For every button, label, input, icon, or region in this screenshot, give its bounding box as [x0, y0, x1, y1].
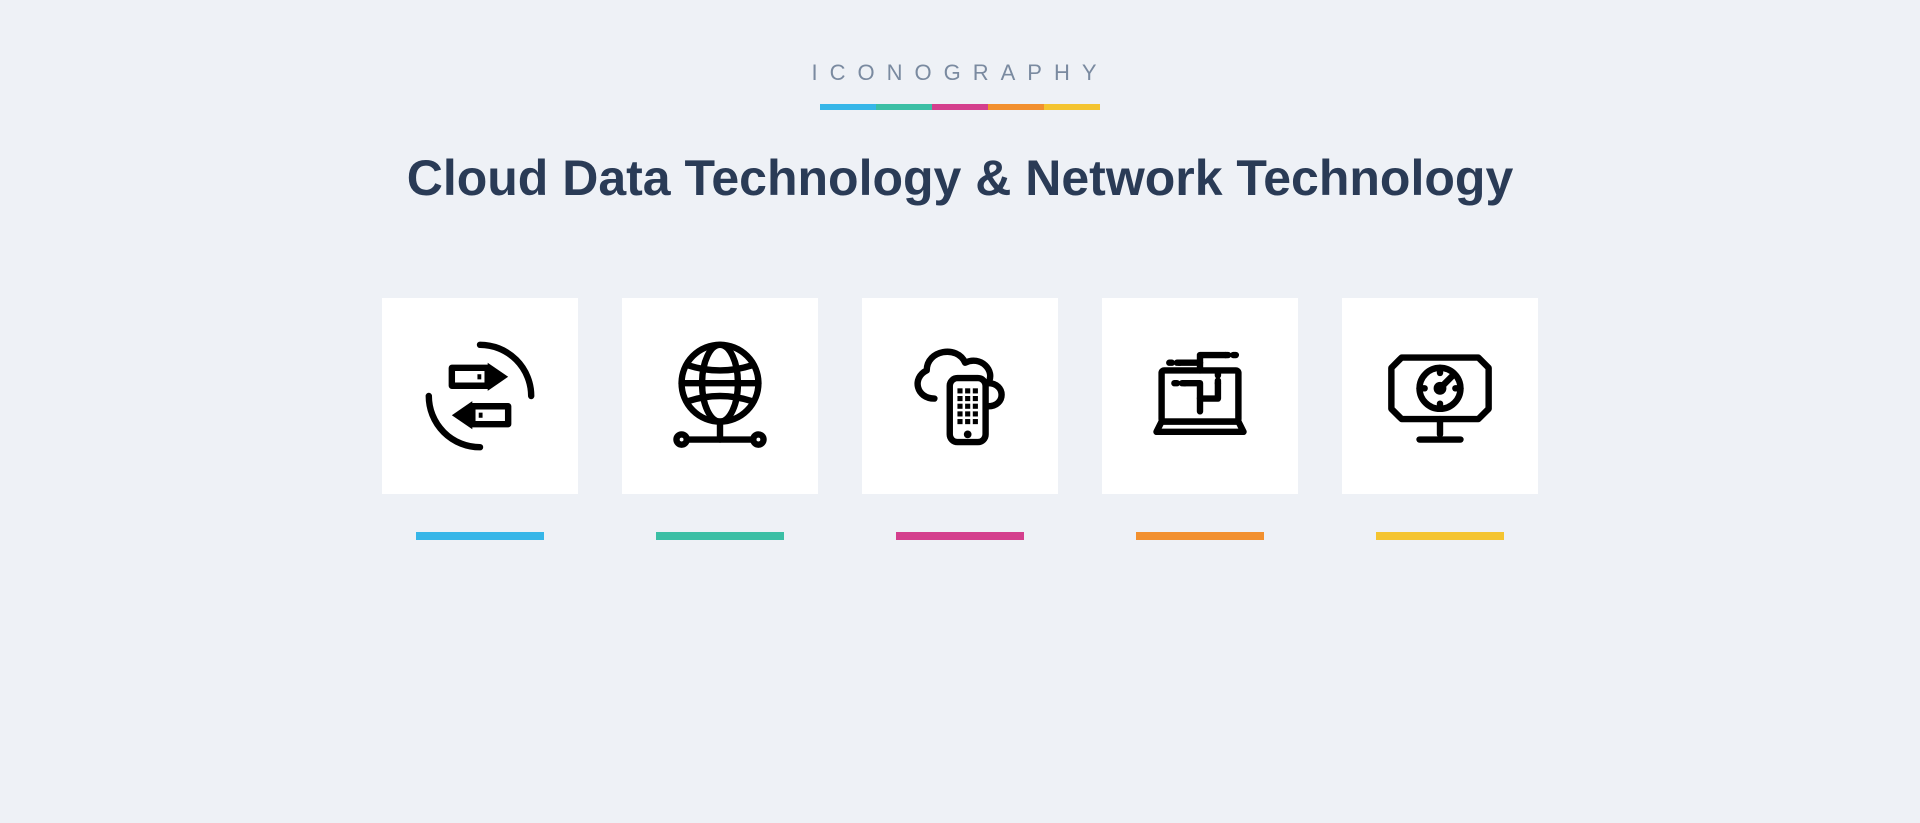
accent-bar-4 — [1102, 532, 1298, 540]
icon-card — [862, 298, 1058, 494]
cloud-mobile-icon — [896, 332, 1024, 460]
icon-row — [382, 298, 1538, 494]
accent-bar-5 — [1342, 532, 1538, 540]
brand-underline — [820, 104, 1100, 110]
brand-underline-seg-3 — [932, 104, 988, 110]
icon-card — [382, 298, 578, 494]
icon-card — [1102, 298, 1298, 494]
brand-underline-seg-5 — [1044, 104, 1100, 110]
data-transfer-icon — [416, 332, 544, 460]
icon-card — [1342, 298, 1538, 494]
brand-underline-seg-2 — [876, 104, 932, 110]
icon-card — [622, 298, 818, 494]
laptop-network-icon — [1136, 332, 1264, 460]
accent-bar-2 — [622, 532, 818, 540]
brand-underline-seg-4 — [988, 104, 1044, 110]
accent-bar-3 — [862, 532, 1058, 540]
globe-network-icon — [656, 332, 784, 460]
accent-bar-1 — [382, 532, 578, 540]
brand-label: ICONOGRAPHY — [811, 60, 1108, 86]
brand-underline-seg-1 — [820, 104, 876, 110]
page-title: Cloud Data Technology & Network Technolo… — [407, 150, 1514, 208]
accent-row — [382, 532, 1538, 540]
dashboard-monitor-icon — [1376, 332, 1504, 460]
